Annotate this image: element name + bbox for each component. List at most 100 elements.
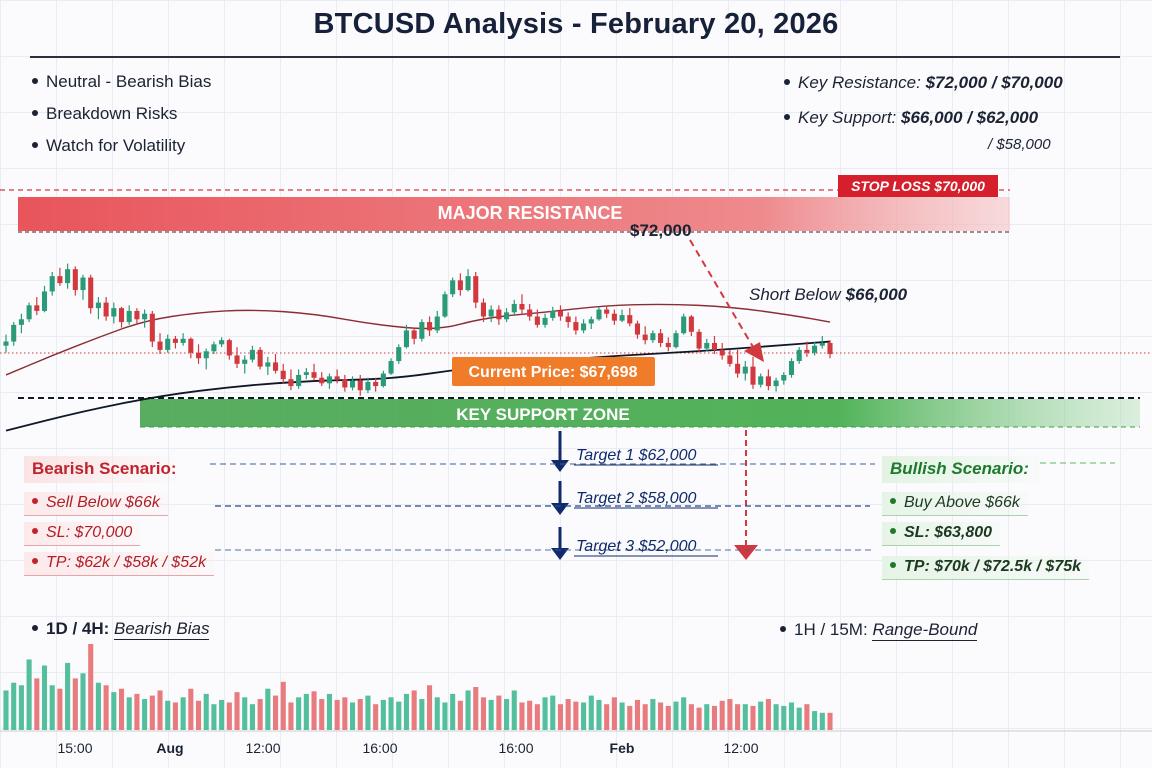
candle-body xyxy=(596,309,602,320)
volume-bar xyxy=(511,690,517,730)
candle xyxy=(326,373,332,389)
volume-bar xyxy=(434,697,440,730)
volume-bar xyxy=(41,665,48,730)
volume-bar xyxy=(296,697,302,730)
volume-bar xyxy=(126,697,132,730)
candle xyxy=(172,335,178,349)
candle-body xyxy=(457,280,463,291)
candle-body xyxy=(388,361,394,374)
volume-bar xyxy=(765,699,771,730)
volume-bar xyxy=(457,700,463,730)
candle-body xyxy=(573,322,579,331)
candle xyxy=(650,330,656,343)
volume-bar xyxy=(465,690,471,730)
candle-body xyxy=(827,342,833,355)
candle-body xyxy=(403,330,409,348)
volume-bar xyxy=(311,691,317,730)
candle xyxy=(665,337,671,352)
volume-bar xyxy=(442,702,448,730)
candle xyxy=(504,308,510,323)
candle xyxy=(534,309,540,328)
bias-item: Watch for Volatility xyxy=(32,136,185,156)
candle-body xyxy=(758,376,764,385)
candle xyxy=(611,309,617,325)
key-support: Key Support: $66,000 / $62,000 xyxy=(784,108,1038,128)
volume-bar xyxy=(403,693,409,730)
candle xyxy=(257,347,263,370)
volume-bar xyxy=(480,697,486,730)
candle xyxy=(450,277,456,298)
candle-body xyxy=(303,372,309,375)
candle-body xyxy=(665,342,671,348)
candle-body xyxy=(711,342,718,350)
candle-body xyxy=(118,308,125,323)
candle-body xyxy=(365,381,371,391)
candle-body xyxy=(257,349,263,367)
candle-body xyxy=(627,315,633,324)
volume-bar xyxy=(118,688,125,730)
candle xyxy=(527,303,533,321)
volume-bar xyxy=(419,699,425,730)
page-title: BTCUSD Analysis - February 20, 2026 xyxy=(313,8,839,40)
candle xyxy=(265,356,271,375)
candle xyxy=(457,273,463,296)
candle xyxy=(180,333,186,346)
candle xyxy=(380,370,386,388)
volume-bar xyxy=(280,681,286,730)
candle-body xyxy=(650,333,656,341)
volume-bar xyxy=(242,697,248,730)
volume-bar xyxy=(149,695,155,730)
candle xyxy=(812,341,818,356)
candle-body xyxy=(727,355,733,364)
bias-item: Breakdown Risks xyxy=(32,104,177,124)
candle-body xyxy=(80,277,86,291)
candle xyxy=(165,334,171,353)
candle-body xyxy=(180,338,186,343)
bullish-item: SL: $63,800 xyxy=(882,522,1001,546)
volume-bar xyxy=(773,704,779,730)
volume-bar xyxy=(696,707,702,730)
candle xyxy=(688,315,694,336)
candle xyxy=(827,340,833,359)
candle xyxy=(573,316,579,335)
candle xyxy=(511,299,517,316)
candle-body xyxy=(234,355,240,364)
projection-arrow-head xyxy=(744,342,764,362)
candle xyxy=(735,349,741,378)
candle xyxy=(134,308,140,325)
target-3-label: Target 3 $52,000 xyxy=(576,538,697,555)
candle xyxy=(565,312,571,328)
candle xyxy=(480,298,486,323)
volume-bars xyxy=(3,644,833,730)
candle-body xyxy=(804,349,810,353)
volume-bar xyxy=(473,687,479,730)
current-price-label: Current Price: $67,698 xyxy=(469,364,638,381)
candle xyxy=(234,347,240,368)
volume-bar xyxy=(627,705,633,730)
candle xyxy=(388,358,394,375)
candle xyxy=(365,377,371,394)
drop-arrow-head xyxy=(734,545,758,560)
candle xyxy=(804,341,810,357)
bearish-item: SL: $70,000 xyxy=(24,522,141,546)
candle xyxy=(681,313,687,335)
volume-bar xyxy=(72,678,78,730)
candle-body xyxy=(796,349,802,362)
candle xyxy=(288,369,294,391)
stop-loss-badge xyxy=(838,175,998,197)
volume-bar xyxy=(357,699,363,730)
volume-bar xyxy=(788,702,795,730)
candle-body xyxy=(49,276,55,292)
volume-bar xyxy=(80,673,86,730)
bullish-item: TP: $70k / $72.5k / $75k xyxy=(882,556,1090,580)
candle-body xyxy=(788,361,795,375)
volume-bar xyxy=(211,704,217,730)
candle xyxy=(742,361,748,381)
volume-bar xyxy=(157,690,163,730)
candle xyxy=(642,326,648,345)
short-below-label: Short Below $66,000 xyxy=(749,285,908,304)
volume-bar xyxy=(380,699,386,730)
candle xyxy=(142,309,148,328)
volume-bar xyxy=(711,705,718,730)
candle xyxy=(673,330,679,349)
